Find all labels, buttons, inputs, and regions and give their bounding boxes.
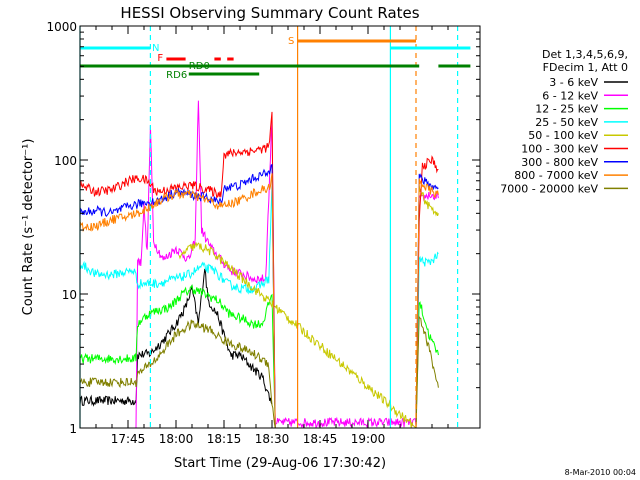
legend-label-1: 6 - 12 keV xyxy=(542,89,598,102)
series-line-3 xyxy=(80,186,439,428)
legend-label-7: 800 - 7000 keV xyxy=(514,169,598,182)
x-tick-label-4: 18:45 xyxy=(303,432,338,446)
y-tick-label-3: 1000 xyxy=(46,20,77,34)
footer-date: 8-Mar-2010 00:04 xyxy=(565,468,636,477)
y-axis-label: Count Rate (s⁻¹ detector⁻¹) xyxy=(21,139,36,316)
legend: Det 1,3,4,5,6,9,FDecim 1, Att 0 3 - 6 keV… xyxy=(500,48,628,195)
legend-label-3: 25 - 50 keV xyxy=(535,116,598,129)
y-tick-label-0: 1 xyxy=(69,422,77,436)
x-axis-label: Start Time (29-Aug-06 17:30:42) xyxy=(174,456,386,471)
flag-label-3: RD0 xyxy=(189,61,210,72)
legend-label-0: 3 - 6 keV xyxy=(549,76,598,89)
x-tick-label-5: 19:00 xyxy=(351,432,386,446)
x-tick-label-1: 18:00 xyxy=(159,432,194,446)
series-line-6 xyxy=(80,163,439,428)
y-tick-label-1: 10 xyxy=(62,288,77,302)
y-tick-label-2: 100 xyxy=(54,154,77,168)
x-tick-label-3: 18:30 xyxy=(255,432,290,446)
legend-label-5: 100 - 300 keV xyxy=(521,143,598,156)
series-line-0 xyxy=(80,268,273,407)
legend-label-8: 7000 - 20000 keV xyxy=(500,182,598,195)
series-line-8 xyxy=(80,315,439,428)
series-line-5 xyxy=(80,111,439,428)
flag-label-2: F xyxy=(157,53,163,64)
axis-layer: 17:45 18:00 18:15 18:30 18:45 19:00 1 10 100 1000 xyxy=(46,20,480,446)
flag-label-4: RD6 xyxy=(166,70,187,81)
legend-label-6: 300 - 800 keV xyxy=(521,156,598,169)
flag-label-0: N xyxy=(152,43,159,54)
series-line-1 xyxy=(80,100,439,428)
legend-label-4: 50 - 100 keV xyxy=(528,129,598,142)
series-line-4 xyxy=(178,185,439,428)
series-line-2 xyxy=(80,284,439,428)
legend-header-1: FDecim 1, Att 0 xyxy=(543,61,628,74)
series-line-7 xyxy=(80,173,439,428)
legend-label-2: 12 - 25 keV xyxy=(535,103,598,116)
flag-label-5: S xyxy=(288,36,294,47)
x-tick-label-0: 17:45 xyxy=(111,432,146,446)
data-layer xyxy=(80,100,439,428)
plot-frame xyxy=(79,25,481,429)
chart-title: HESSI Observing Summary Count Rates xyxy=(120,4,419,22)
x-tick-label-2: 18:15 xyxy=(207,432,242,446)
legend-header-0: Det 1,3,4,5,6,9, xyxy=(542,48,628,61)
